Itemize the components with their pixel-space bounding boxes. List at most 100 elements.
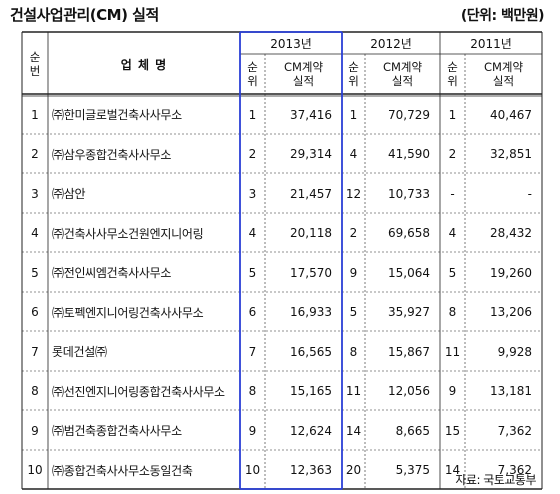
row-number: 6 — [31, 305, 39, 319]
amount-cell: - — [527, 186, 532, 201]
rank-cell: - — [450, 186, 455, 201]
unit-label: (단위: 백만원) — [460, 8, 545, 24]
rank-cell: 14 — [345, 423, 362, 438]
amount-cell: 28,432 — [490, 226, 532, 240]
company-name: ㈜선진엔지니어링종합건축사사무소 — [52, 384, 225, 399]
amount-cell: 5,375 — [395, 463, 430, 477]
rank-cell: 5 — [448, 265, 457, 280]
company-name: 롯데건설㈜ — [52, 345, 107, 359]
amount-cell: 12,624 — [290, 423, 332, 438]
rank-cell: 1 — [349, 107, 358, 122]
amount-cell: 37,416 — [290, 107, 332, 122]
amount-cell: 21,457 — [290, 186, 332, 201]
amount-cell: 15,867 — [388, 344, 430, 359]
amount-cell: 69,658 — [388, 226, 430, 240]
header-rank-no-line: 번 — [29, 64, 41, 78]
amount-cell: 41,590 — [388, 147, 430, 161]
rank-cell: 4 — [349, 147, 358, 161]
amount-cell: 7,362 — [497, 463, 532, 477]
rank-cell: 11 — [345, 384, 362, 398]
amount-cell: 20,118 — [290, 226, 332, 240]
source-note: 자료: 국토교통부 — [455, 471, 536, 488]
amount-cell: 7,362 — [497, 423, 532, 438]
header-sub-amount-line: CM계약 — [283, 60, 324, 74]
rank-cell: 20 — [345, 463, 362, 477]
rank-cell: 9 — [448, 384, 457, 398]
amount-cell: 16,933 — [290, 305, 332, 319]
row-number: 9 — [31, 423, 39, 438]
rank-cell: 6 — [248, 305, 257, 319]
header-sub-amount-line: 실적 — [292, 74, 315, 88]
header-sub-rank-line: 순 — [247, 60, 258, 74]
rank-cell: 9 — [248, 423, 257, 438]
rank-cell: 4 — [448, 226, 457, 240]
header-sub-amount-line: CM계약 — [382, 60, 423, 74]
row-number: 5 — [31, 265, 39, 280]
amount-cell: 70,729 — [388, 107, 430, 122]
rank-cell: 11 — [444, 344, 461, 359]
header-company: 업 체 명 — [120, 57, 168, 72]
rank-cell: 8 — [349, 344, 358, 359]
company-name: ㈜건축사사무소건원엔지니어링 — [52, 226, 204, 241]
rank-cell: 10 — [244, 463, 261, 477]
amount-cell: 9,928 — [497, 344, 532, 359]
row-number: 8 — [31, 384, 39, 398]
header-sub-amount-line: 실적 — [391, 74, 414, 88]
header-sub-rank-line: 위 — [447, 74, 458, 88]
row-number: 1 — [31, 107, 39, 122]
header-sub-rank-line: 위 — [348, 74, 359, 88]
company-name: ㈜전인씨엠건축사사무소 — [52, 266, 172, 280]
header-sub-rank-line: 순 — [348, 60, 359, 74]
company-name: ㈜삼우종합건축사사무소 — [52, 147, 172, 162]
row-number: 7 — [31, 344, 39, 359]
rank-cell: 2 — [248, 147, 257, 161]
header-sub-rank-line: 순 — [447, 60, 458, 74]
rank-cell: 14 — [444, 463, 461, 477]
amount-cell: 13,206 — [490, 305, 532, 319]
rank-cell: 12 — [345, 186, 362, 201]
amount-cell: 17,570 — [290, 265, 332, 280]
amount-cell: 10,733 — [388, 186, 430, 201]
source-text: 자료: 국토교통부 — [455, 473, 536, 487]
amount-cell: 19,260 — [490, 265, 532, 280]
rank-cell: 8 — [248, 384, 257, 398]
row-number: 2 — [31, 147, 39, 161]
amount-cell: 8,665 — [395, 423, 430, 438]
amount-cell: 15,165 — [290, 384, 332, 398]
company-name: ㈜삼안 — [52, 187, 86, 201]
rank-cell: 5 — [248, 265, 257, 280]
amount-cell: 12,056 — [388, 384, 430, 398]
rank-cell: 7 — [248, 344, 257, 359]
rank-cell: 4 — [248, 226, 257, 240]
amount-cell: 32,851 — [490, 147, 532, 161]
company-name: ㈜범건축종합건축사사무소 — [52, 424, 182, 438]
rank-cell: 3 — [248, 186, 257, 201]
amount-cell: 13,181 — [490, 384, 532, 398]
amount-cell: 12,363 — [290, 463, 332, 477]
row-number: 10 — [27, 463, 43, 477]
header-sub-amount: CM계약 실적 — [365, 54, 440, 94]
rank-cell: 15 — [444, 423, 461, 438]
row-number: 4 — [31, 226, 39, 240]
rank-cell: 2 — [448, 147, 457, 161]
rank-cell: 1 — [448, 107, 457, 122]
header-year: 2011년 — [470, 36, 512, 51]
header-sub-rank-line: 위 — [247, 74, 258, 88]
header-year: 2012년 — [370, 36, 412, 51]
rank-cell: 2 — [349, 226, 358, 240]
row-number: 3 — [31, 186, 39, 201]
rank-cell: 5 — [349, 305, 358, 319]
amount-cell: 16,565 — [290, 344, 332, 359]
rank-cell: 8 — [448, 305, 457, 319]
header-sub-amount-line: CM계약 — [483, 60, 524, 74]
header-sub-amount-line: 실적 — [492, 74, 515, 88]
company-name: ㈜종합건축사사무소동일건축 — [52, 463, 193, 478]
header-rank-no-line: 순 — [29, 50, 41, 64]
amount-cell: 15,064 — [388, 265, 430, 280]
amount-cell: 40,467 — [490, 107, 532, 122]
header-year: 2013년 — [270, 36, 312, 51]
header-sub-amount: CM계약 실적 — [465, 54, 542, 94]
